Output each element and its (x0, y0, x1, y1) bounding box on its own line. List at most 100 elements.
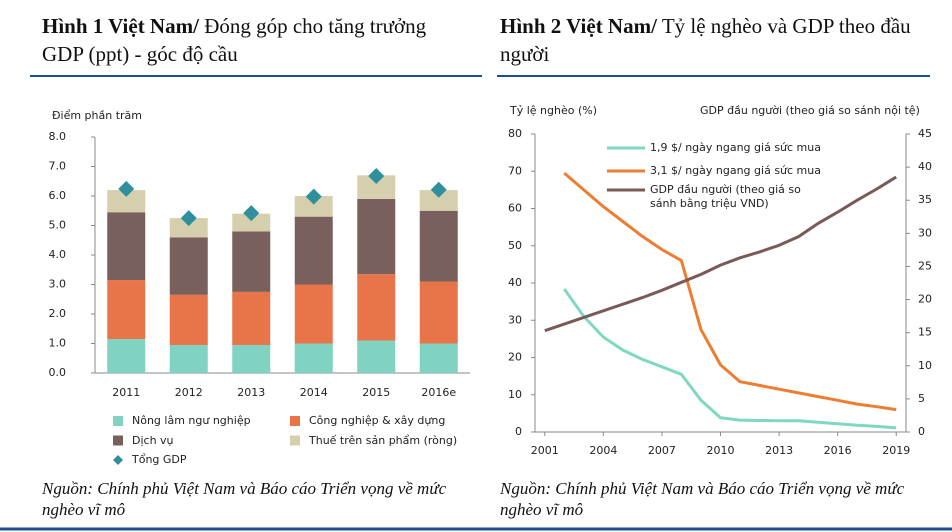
y2-tick-label: 35 (918, 193, 932, 206)
line (544, 175, 897, 333)
legend-swatch (113, 435, 123, 446)
y-tick-label: 6.0 (49, 189, 67, 202)
bar-segment (169, 237, 208, 295)
x-tick-label: 2011 (112, 386, 140, 399)
y-tick-label: 30 (508, 313, 522, 326)
x-tick-label: 2012 (175, 386, 203, 399)
y2-tick-label: 45 (918, 127, 932, 140)
total-marker (368, 167, 385, 184)
y2-tick-label: 25 (918, 259, 932, 272)
bar-segment (357, 198, 396, 275)
bar-segment (107, 212, 146, 281)
bar-segment (419, 190, 458, 211)
x-tick-label: 2007 (648, 444, 676, 457)
line (563, 288, 897, 430)
y-tick-label: 7.0 (49, 160, 67, 173)
legend-label: Nông lâm ngư nghiệp (132, 414, 251, 427)
bar-segment (357, 175, 396, 199)
bar-segment (357, 340, 396, 373)
chart-title: Tỷ lệ nghèo và GDP theo đầu người (500, 14, 911, 66)
bar-segment (357, 274, 396, 341)
bar-segment (169, 218, 208, 238)
total-marker (180, 210, 197, 227)
y-tick-label: 20 (508, 351, 522, 364)
y-tick-label: 8.0 (49, 130, 67, 143)
y2-tick-label: 30 (918, 226, 932, 239)
bar-segment (107, 280, 146, 340)
bar-segment (419, 281, 458, 344)
y-tick-label: 4.0 (49, 248, 67, 261)
x-tick-label: 2013 (237, 386, 265, 399)
y2-tick-label: 40 (918, 160, 932, 173)
x-tick-label: 2019 (882, 444, 910, 457)
legend-label: 1,9 $/ ngày ngang giá sức mua (650, 141, 821, 154)
y2-tick-label: 0 (918, 425, 925, 438)
y-tick-label: 40 (508, 276, 522, 289)
total-marker (430, 181, 447, 198)
bar-segment (419, 343, 458, 373)
y-tick-label: 10 (508, 388, 522, 401)
y2-tick-label: 10 (918, 359, 932, 372)
y-tick-label: 2.0 (49, 307, 67, 320)
bar-segment (232, 231, 271, 292)
figure-label: Hình 1 Việt Nam/ (42, 14, 199, 38)
y-tick-label: 80 (508, 127, 522, 140)
y-tick-label: 3.0 (49, 278, 67, 291)
x-tick-label: 2016 (824, 444, 852, 457)
chart-title: Đóng góp cho tăng trưởng GDP (ppt) - góc… (42, 14, 427, 66)
y-tick-label: 5.0 (49, 219, 67, 232)
legend-label: Dịch vụ (132, 433, 174, 447)
y-axis-label: Tỷ lệ nghèo (%) (509, 104, 597, 117)
legend-label: Công nghiệp & xây dựng (309, 414, 446, 427)
bar-segment (107, 190, 146, 213)
x-tick-label: 2014 (300, 386, 328, 399)
bar-segment (169, 344, 208, 373)
x-tick-label: 2015 (362, 386, 390, 399)
bar-segment (294, 196, 333, 217)
x-tick-label: 2013 (765, 444, 793, 457)
legend-label: 3,1 $/ ngày ngang giá sức mua (650, 164, 821, 177)
y-tick-label: 0.0 (49, 366, 67, 379)
bar-segment (232, 291, 271, 345)
legend-label: Tổng GDP (132, 453, 187, 466)
y2-tick-label: 5 (918, 392, 925, 405)
legend-swatch (290, 416, 300, 426)
y2-tick-label: 20 (918, 293, 932, 306)
y2-tick-label: 15 (918, 326, 932, 339)
total-marker (305, 188, 322, 205)
bar-segment (294, 216, 333, 285)
y-tick-label: 70 (508, 164, 522, 177)
bar-segment (232, 344, 271, 373)
x-tick-label: 2010 (707, 444, 735, 457)
y-tick-label: 0 (515, 425, 522, 438)
legend-label: Thuế trên sản phẩm (ròng) (309, 433, 458, 447)
y-tick-label: 1.0 (49, 337, 67, 350)
bar-segment (294, 284, 333, 344)
bar-segment (419, 210, 458, 282)
y-axis-label: Điểm phần trăm (52, 109, 142, 122)
bar-segment (232, 213, 271, 232)
y-tick-label: 50 (508, 239, 522, 252)
total-marker (243, 205, 260, 222)
bar-segment (169, 294, 208, 345)
bar-segment (107, 339, 146, 373)
figure-title: Hình 2 Việt Nam/ Tỷ lệ nghèo và GDP theo… (500, 12, 920, 68)
line (563, 171, 897, 412)
source: Nguồn: Chính phủ Việt Nam và Báo cáo Tri… (500, 479, 905, 519)
x-tick-label: 2016e (421, 386, 456, 399)
legend-swatch (290, 435, 300, 446)
legend-swatch (113, 416, 123, 426)
figure-label: Hình 2 Việt Nam/ (500, 14, 657, 38)
x-tick-label: 2004 (589, 444, 617, 457)
source: Nguồn: Chính phủ Việt Nam và Báo cáo Tri… (42, 479, 447, 519)
y-tick-label: 60 (508, 202, 522, 215)
legend-swatch (113, 455, 123, 465)
x-tick-label: 2001 (531, 444, 559, 457)
bar-segment (294, 343, 333, 373)
y2-axis-label: GDP đầu người (theo giá so sánh nội tệ) (700, 104, 920, 117)
total-marker (118, 180, 135, 197)
figure-title: Hình 1 Việt Nam/ Đóng góp cho tăng trưởn… (42, 12, 462, 68)
legend-label: GDP đầu người (theo giá so sánh bằng tri… (650, 183, 801, 210)
